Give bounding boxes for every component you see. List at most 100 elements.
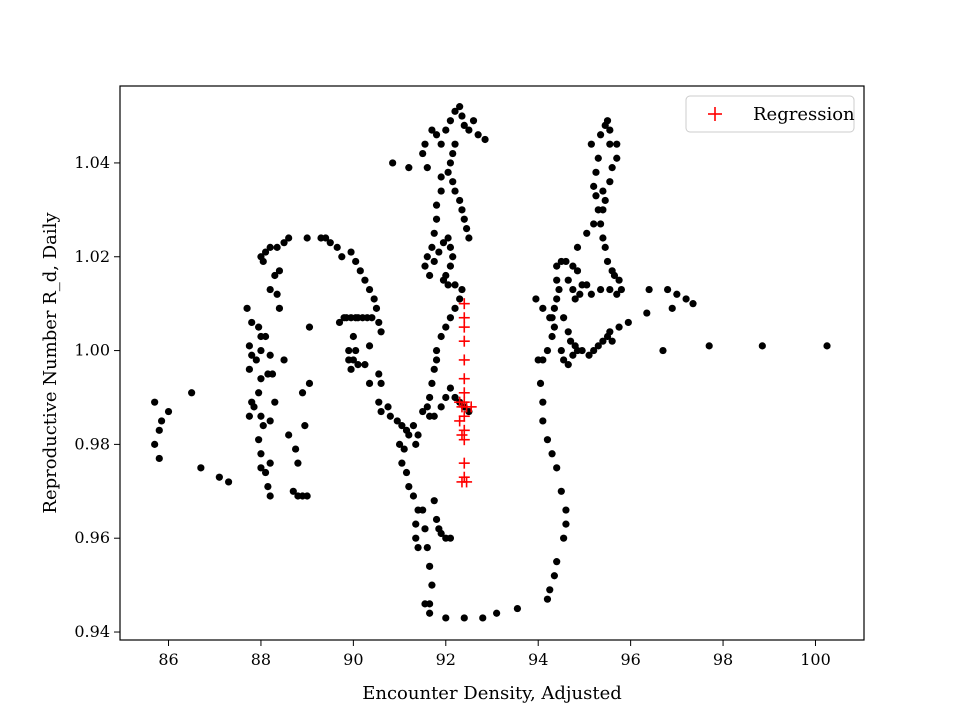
data-point [372,304,381,312]
data-point [248,318,256,327]
data-point [599,234,607,242]
data-point [243,304,251,312]
data-point [596,220,605,228]
data-point [428,243,436,251]
data-point [576,290,584,298]
data-point [389,159,397,167]
data-point [333,243,341,251]
data-point [465,234,473,242]
regression-point [456,429,468,441]
data-point [292,445,300,453]
data-point [294,459,302,467]
data-point [613,154,621,162]
data-point [578,346,586,355]
data-point [569,262,577,270]
data-point [444,234,452,242]
data-point [412,534,420,542]
data-point [449,253,457,261]
data-point [536,379,545,388]
data-point [432,215,441,223]
data-point [271,398,279,406]
data-point [583,281,591,289]
data-point [264,483,272,491]
data-point [428,126,436,134]
data-point [462,225,471,233]
data-point [560,356,568,364]
data-point [430,365,438,373]
data-point [673,290,681,298]
data-point [432,356,441,364]
data-point [599,206,607,214]
data-point [446,534,455,542]
data-point [426,393,434,402]
data-point [437,403,445,411]
data-point [421,525,429,533]
data-point [335,318,344,327]
x-tick-label: 86 [158,650,178,669]
data-point [268,370,277,378]
y-tick-label: 1.00 [74,341,110,360]
data-point [606,140,614,148]
data-point [275,267,284,275]
data-point [444,168,452,176]
data-point [155,426,163,434]
data-point [255,323,263,331]
data-point [430,412,438,420]
data-point [451,281,459,289]
data-point [432,515,441,524]
y-tick-label: 0.94 [74,622,110,641]
regression-point [458,471,470,483]
y-tick-label: 0.96 [74,528,110,547]
data-point [599,187,607,195]
data-point [280,239,288,247]
data-point [303,492,311,500]
data-point [571,295,579,303]
data-point [305,323,314,331]
data-point [266,351,274,359]
data-point [428,379,436,388]
data-point [539,356,547,364]
data-point [426,562,434,570]
data-point [155,454,163,463]
data-point [437,187,445,195]
data-point [405,164,413,172]
data-point [617,285,625,294]
data-point [402,468,411,477]
data-point [615,276,623,284]
data-point [587,140,595,148]
data-point [606,285,614,294]
data-point [257,464,265,472]
data-point [460,614,468,622]
data-point [273,290,281,298]
data-point [437,173,445,181]
data-point [437,529,445,538]
data-point [215,473,223,481]
data-point [395,440,404,448]
data-point [562,506,570,514]
data-point [266,492,274,500]
data-point [437,140,445,148]
data-point [224,478,233,486]
data-point [610,271,619,280]
data-point [594,342,602,350]
plot-frame [119,85,865,641]
data-point [377,328,385,336]
data-point [560,534,568,542]
data-point [352,346,360,355]
data-point [592,192,600,200]
data-point [603,257,612,266]
data-point [451,140,459,148]
data-point [446,384,455,392]
data-point [460,215,468,223]
data-point [442,614,450,622]
regression-point [458,321,470,333]
regression-point [458,387,470,399]
regression-point [458,335,470,347]
data-point [405,483,413,491]
data-point [543,436,552,444]
data-point [285,234,293,242]
x-tick-label: 94 [528,650,548,669]
data-point [419,506,427,514]
data-point [469,117,478,125]
